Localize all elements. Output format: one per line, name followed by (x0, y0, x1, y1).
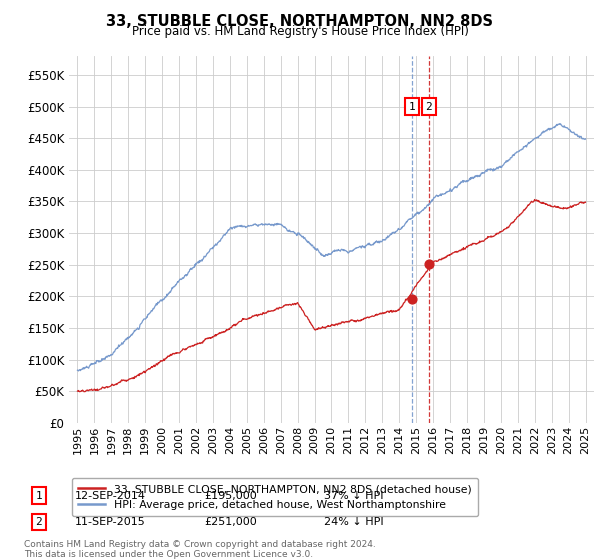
Text: This data is licensed under the Open Government Licence v3.0.: This data is licensed under the Open Gov… (24, 550, 313, 559)
Point (407, 295, 417, 304)
Text: 33, STUBBLE CLOSE, NORTHAMPTON, NN2 8DS: 33, STUBBLE CLOSE, NORTHAMPTON, NN2 8DS (107, 14, 493, 29)
Text: 2: 2 (425, 101, 432, 111)
Text: 37% ↓ HPI: 37% ↓ HPI (324, 491, 383, 501)
Text: 1: 1 (409, 101, 415, 111)
Text: 12-SEP-2014: 12-SEP-2014 (75, 491, 146, 501)
Text: £251,000: £251,000 (204, 517, 257, 527)
Text: £195,000: £195,000 (204, 491, 257, 501)
Text: 2: 2 (35, 517, 43, 527)
Legend: 33, STUBBLE CLOSE, NORTHAMPTON, NN2 8DS (detached house), HPI: Average price, de: 33, STUBBLE CLOSE, NORTHAMPTON, NN2 8DS … (72, 478, 478, 516)
Text: Price paid vs. HM Land Registry's House Price Index (HPI): Price paid vs. HM Land Registry's House … (131, 25, 469, 38)
Text: 1: 1 (35, 491, 43, 501)
Text: 24% ↓ HPI: 24% ↓ HPI (324, 517, 383, 527)
Text: Contains HM Land Registry data © Crown copyright and database right 2024.: Contains HM Land Registry data © Crown c… (24, 540, 376, 549)
Text: 11-SEP-2015: 11-SEP-2015 (75, 517, 146, 527)
Point (424, 260, 434, 269)
